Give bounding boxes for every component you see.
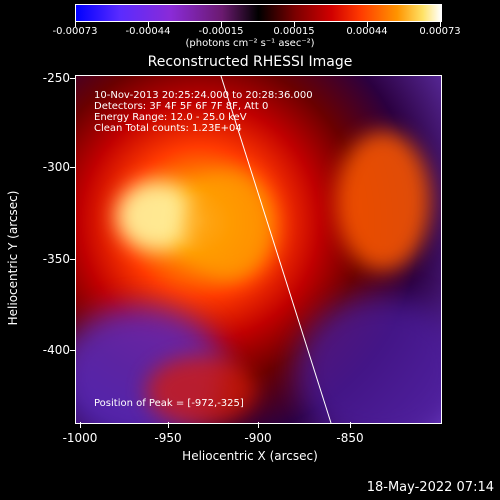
- x-tick-label: -950: [154, 431, 182, 445]
- energy-range-label: Energy Range: 12.0 - 25.0 keV: [94, 112, 247, 123]
- colorbar-tick-label: 0.00073: [419, 26, 461, 37]
- y-tick-label: -400: [42, 343, 70, 357]
- x-tick-label: -900: [244, 431, 272, 445]
- detectors-label: Detectors: 3F 4F 5F 6F 7F 8F, Att 0: [94, 101, 269, 112]
- y-tick: [70, 350, 76, 351]
- colorbar-tick-label: 0.00044: [346, 26, 388, 37]
- colorbar-tick-label: 0.00015: [273, 26, 315, 37]
- plot-title: Reconstructed RHESSI Image: [147, 54, 353, 70]
- method-label: Clean Total counts: 1.23E+04: [94, 123, 242, 134]
- colorbar-tick: [148, 22, 149, 27]
- image-blob: [146, 356, 256, 423]
- x-tick: [168, 422, 169, 428]
- colorbar-tick-label: -0.00044: [125, 26, 171, 37]
- y-tick: [70, 78, 76, 79]
- image-blob: [296, 296, 441, 423]
- generated-timestamp: 18-May-2022 07:14: [366, 480, 494, 495]
- rhessi-image[interactable]: 10-Nov-2013 20:25:24.000 to 20:28:36.000…: [75, 75, 442, 424]
- y-tick: [70, 167, 76, 168]
- colorbar-tick: [75, 22, 76, 27]
- colorbar-units: (photons cm⁻² s⁻¹ asec⁻²): [185, 38, 315, 49]
- colorbar: [75, 4, 442, 22]
- time-range-label: 10-Nov-2013 20:25:24.000 to 20:28:36.000: [94, 90, 313, 101]
- limb-line: [220, 76, 332, 423]
- colorbar-tick: [367, 22, 368, 27]
- colorbar-tick: [294, 22, 295, 27]
- y-tick-label: -250: [42, 71, 70, 85]
- y-tick: [70, 259, 76, 260]
- y-tick-label: -300: [42, 160, 70, 174]
- image-blob: [336, 131, 431, 271]
- x-tick-label: -1000: [62, 431, 98, 445]
- y-axis-label: Heliocentric Y (arcsec): [6, 190, 20, 326]
- peak-position-label: Position of Peak = [-972,-325]: [94, 398, 244, 409]
- x-tick: [80, 422, 81, 428]
- x-tick: [258, 422, 259, 428]
- colorbar-tick-label: -0.00015: [198, 26, 244, 37]
- image-blob: [116, 181, 196, 251]
- colorbar-tick: [221, 22, 222, 27]
- colorbar-tick-label: -0.00073: [52, 26, 98, 37]
- x-tick: [350, 422, 351, 428]
- colorbar-tick: [440, 22, 441, 27]
- x-tick-label: -850: [336, 431, 364, 445]
- image-blob: [186, 171, 276, 281]
- y-tick-label: -350: [42, 252, 70, 266]
- x-axis-label: Heliocentric X (arcsec): [182, 449, 318, 463]
